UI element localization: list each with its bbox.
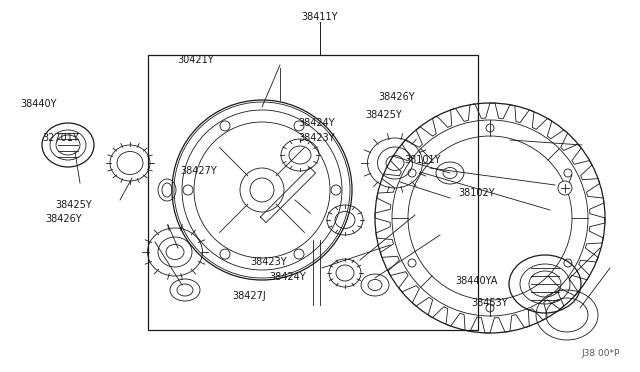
Text: 32701Y: 32701Y [42,133,79,142]
Text: 38424Y: 38424Y [269,272,307,282]
Text: 30421Y: 30421Y [177,55,214,64]
Bar [148,55,478,330]
Text: 38411Y: 38411Y [301,12,339,22]
Text: 38423Y: 38423Y [250,257,287,267]
Text: 38427J: 38427J [233,291,266,301]
Text: 38425Y: 38425Y [55,200,92,209]
Text: 38425Y: 38425Y [365,110,403,120]
Text: 38101Y: 38101Y [404,155,441,165]
Text: 38102Y: 38102Y [458,189,495,198]
Text: 38453Y: 38453Y [471,298,508,308]
Text: J38 00*P: J38 00*P [582,349,620,358]
Text: 38423Y: 38423Y [298,133,335,142]
Text: 38426Y: 38426Y [378,92,415,102]
Text: 38426Y: 38426Y [45,215,83,224]
Text: 38440YA: 38440YA [456,276,498,286]
Circle shape [558,181,572,195]
Text: 38440Y: 38440Y [20,99,57,109]
Text: 38424Y: 38424Y [298,118,335,128]
Text: 38427Y: 38427Y [180,166,217,176]
